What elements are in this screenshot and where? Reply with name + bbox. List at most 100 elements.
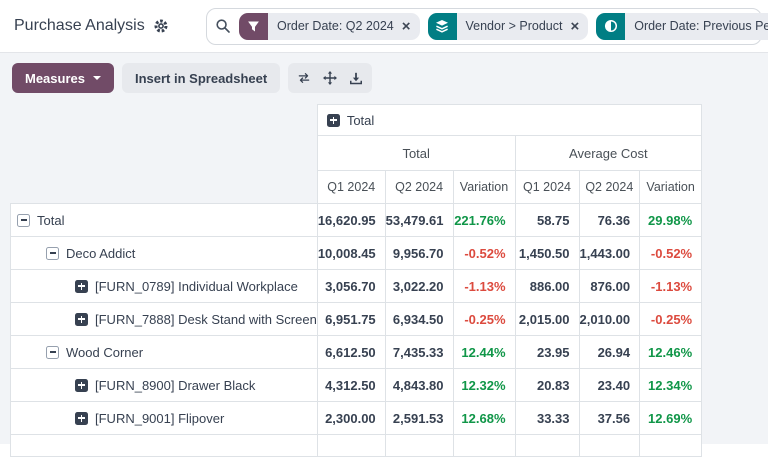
pivot-cell: -1.13%	[639, 269, 703, 303]
arrows-all-icon	[323, 71, 338, 85]
row-label: [FURN_8900] Drawer Black	[95, 377, 256, 393]
facet-label: Vendor > Product	[465, 19, 563, 33]
search-icon	[215, 18, 231, 34]
pivot-cell: 33.33	[514, 401, 580, 435]
expand-plus-icon[interactable]	[75, 312, 88, 326]
pivot-cell: 9,956.70	[384, 236, 454, 270]
insert-button-label: Insert in Spreadsheet	[134, 70, 268, 86]
measures-button[interactable]: Measures	[12, 63, 114, 93]
row-header[interactable]: Total	[10, 203, 318, 237]
col-header-q2-2024[interactable]: Q2 2024	[578, 170, 641, 204]
pivot-cell	[452, 434, 516, 457]
pivot-cell	[514, 434, 580, 457]
flip-axis-button[interactable]	[291, 65, 317, 91]
header-spacer	[11, 136, 318, 171]
collapse-minus-icon[interactable]	[17, 213, 30, 227]
pivot-cell: -0.52%	[452, 236, 516, 270]
pivot-cell: 6,951.75	[316, 302, 386, 336]
col-header-q1-2024[interactable]: Q1 2024	[514, 170, 580, 204]
insert-in-spreadsheet-button[interactable]: Insert in Spreadsheet	[121, 63, 281, 93]
pivot-cell: 53,479.61	[384, 203, 454, 237]
comparison-icon	[596, 12, 626, 40]
column-root-header[interactable]: Total	[316, 104, 703, 136]
expand-plus-icon[interactable]	[326, 113, 340, 127]
pivot-cell: 2,015.00	[514, 302, 580, 336]
pivot-cell: 2,010.00	[578, 302, 641, 336]
row-label: Deco Addict	[66, 245, 136, 261]
gear-icon[interactable]	[153, 18, 169, 34]
filter-icon	[239, 12, 268, 40]
pivot-cell: 12.34%	[639, 368, 703, 402]
col-header-variation[interactable]: Variation	[452, 170, 516, 204]
expand-plus-icon[interactable]	[75, 378, 88, 392]
pivot-cell: 7,435.33	[384, 335, 454, 369]
row-header[interactable]: Wood Corner	[10, 335, 318, 369]
pivot-cell	[384, 434, 454, 457]
collapse-minus-icon[interactable]	[46, 246, 59, 260]
pivot-cell	[10, 434, 318, 457]
facet-label: Order Date: Q2 2024	[277, 19, 394, 33]
row-header[interactable]: [FURN_7888] Desk Stand with Screen	[10, 302, 318, 336]
table-row: [FURN_0789] Individual Workplace 3,056.70…	[10, 269, 703, 303]
pivot-cell: 2,591.53	[384, 401, 454, 435]
pivot-cell: 12.69%	[639, 401, 703, 435]
row-header[interactable]: [FURN_9001] Flipover	[10, 401, 318, 435]
row-label: [FURN_9001] Flipover	[95, 410, 225, 426]
col-header-variation[interactable]: Variation	[639, 170, 703, 204]
table-row: [FURN_9001] Flipover 2,300.00 2,591.53 12.6…	[10, 401, 703, 435]
measure-header-average-cost[interactable]: Average Cost	[514, 135, 703, 171]
facet-remove-icon[interactable]: ×	[401, 17, 411, 35]
facet-label: Order Date: Previous Period	[634, 19, 768, 33]
row-header[interactable]: [FURN_8900] Drawer Black	[10, 368, 318, 402]
pivot-cell: 2,300.00	[316, 401, 386, 435]
measure-header-total[interactable]: Total	[316, 135, 516, 171]
page-title: Purchase Analysis	[14, 17, 145, 34]
flip-axis-icon	[298, 73, 310, 83]
pivot-tools-group	[288, 63, 373, 93]
table-row: [FURN_7888] Desk Stand with Screen 6,951.…	[10, 302, 703, 336]
expand-plus-icon[interactable]	[75, 279, 88, 293]
chevron-down-icon	[92, 76, 101, 80]
table-row: [FURN_8900] Drawer Black 4,312.50 4,843.80…	[10, 368, 703, 402]
pivot-cell: 3,056.70	[316, 269, 386, 303]
pivot-table-wrap: Total Total Average Cost Q1 2024 Q2 2024 V…	[10, 104, 768, 457]
pivot-cell: 12.44%	[452, 335, 516, 369]
row-header[interactable]: Deco Addict	[10, 236, 318, 270]
pivot-cell: 26.94	[578, 335, 641, 369]
facet-remove-icon[interactable]: ×	[570, 17, 580, 35]
col-header-q1-2024[interactable]: Q1 2024	[316, 170, 386, 204]
title-wrap: Purchase Analysis	[14, 17, 169, 35]
col-header-q2-2024[interactable]: Q2 2024	[384, 170, 454, 204]
pivot-cell: 886.00	[514, 269, 580, 303]
column-root-label: Total	[346, 112, 375, 128]
table-row: Total 16,620.95 53,479.61 221.76% 58.75 76.36…	[10, 203, 703, 237]
row-header[interactable]: [FURN_0789] Individual Workplace	[10, 269, 318, 303]
pivot-cell: 12.46%	[639, 335, 703, 369]
pivot-cell	[639, 434, 703, 457]
pivot-cell: 1,443.00	[578, 236, 641, 270]
pivot-cell: -0.25%	[639, 302, 703, 336]
content-area: Measures Insert in Spreadsheet	[0, 53, 768, 457]
table-row: Deco Addict 10,008.45 9,956.70 -0.52% 1,450.…	[10, 236, 703, 270]
expand-plus-icon[interactable]	[75, 411, 88, 425]
pivot-cell: 12.32%	[452, 368, 516, 402]
pivot-cell: -1.13%	[452, 269, 516, 303]
row-label: Wood Corner	[66, 344, 144, 360]
search-bar[interactable]: Order Date: Q2 2024 × Vendor > Product ×	[206, 7, 768, 45]
download-button[interactable]	[343, 65, 369, 91]
pivot-cell: 6,612.50	[316, 335, 386, 369]
pivot-cell: 4,312.50	[316, 368, 386, 402]
pivot-cell: -0.52%	[639, 236, 703, 270]
pivot-cell: 3,022.20	[384, 269, 454, 303]
header-spacer	[11, 171, 318, 204]
pivot-cell: 20.83	[514, 368, 580, 402]
top-bar: Purchase Analysis Order Date: Q2 2024	[0, 0, 768, 53]
pivot-cell: 58.75	[514, 203, 580, 237]
pivot-cell: 16,620.95	[316, 203, 386, 237]
download-icon	[350, 72, 363, 84]
collapse-minus-icon[interactable]	[46, 345, 59, 359]
pivot-cell	[316, 434, 386, 457]
expand-all-button[interactable]	[317, 65, 343, 91]
pivot-cell: 76.36	[578, 203, 641, 237]
table-row-partial	[10, 434, 703, 457]
